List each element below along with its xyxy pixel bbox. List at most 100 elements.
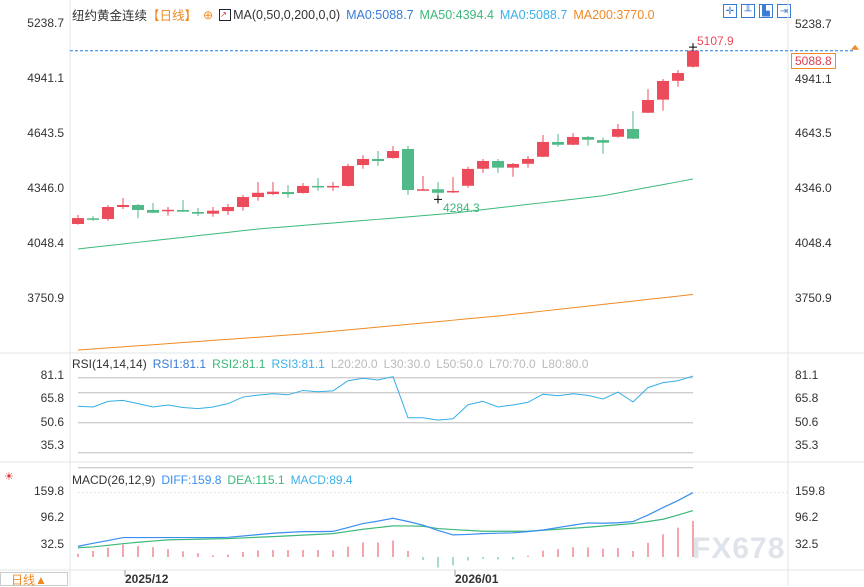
left-axis-tick: 5238.7 <box>27 16 64 30</box>
candle-body <box>417 189 429 191</box>
rsi-tick: 50.6 <box>40 415 64 429</box>
candle-body <box>357 158 369 166</box>
candle-body <box>102 207 114 220</box>
ma200-line <box>77 293 694 351</box>
candle-body <box>177 209 189 212</box>
ma200-value: MA200:3770.0 <box>573 7 655 22</box>
rsi2-value: RSI2:81.1 <box>212 357 266 371</box>
candle-body <box>72 218 84 225</box>
dea-value: DEA:115.1 <box>227 473 285 487</box>
candle-body <box>612 129 624 137</box>
candle-body <box>462 168 474 186</box>
x-axis-tick: 2026/01 <box>455 572 499 586</box>
symbol-name: 纽约黄金连续 <box>72 9 148 23</box>
right-axis-tick: 4941.1 <box>795 72 832 86</box>
dea-line <box>77 510 694 549</box>
left-axis-tick: 4643.5 <box>27 126 64 140</box>
right-axis-tick: 4346.0 <box>795 181 832 195</box>
low-price-label: 4284.3 <box>443 201 480 215</box>
candle-body <box>537 141 549 157</box>
period-label[interactable]: 【日线】 <box>147 9 198 23</box>
right-axis-tick: 3750.9 <box>795 291 832 305</box>
candle-body <box>162 209 174 212</box>
macd-tick-right: 159.8 <box>795 484 826 498</box>
macd-settings-icon[interactable]: ☀ <box>4 471 14 483</box>
rsi-l70: L70:70.0 <box>489 357 536 371</box>
rsi-tick-right: 81.1 <box>795 368 819 382</box>
candle-body <box>282 192 294 195</box>
candle-body <box>447 190 459 193</box>
rsi1-value: RSI1:81.1 <box>152 357 207 371</box>
candle-body <box>87 218 99 220</box>
last-price-arrow-icon <box>851 44 859 50</box>
candle-body <box>372 158 384 161</box>
right-axis-tick: 5238.7 <box>795 17 832 31</box>
period-button[interactable]: 日线▲ <box>0 572 68 587</box>
candle-body <box>492 160 504 168</box>
candle-body <box>327 185 339 188</box>
bar-chart-icon[interactable]: ╨ <box>741 4 755 18</box>
candle-body <box>552 141 564 145</box>
ma50-value: MA50:4394.4 <box>419 7 494 22</box>
candle-body <box>237 197 249 208</box>
ma-params[interactable]: MA(0,50,0,200,0,0) <box>233 7 341 22</box>
candle-body <box>267 191 279 195</box>
last-price-label: 5088.8 <box>791 53 836 69</box>
candle-body <box>642 100 654 113</box>
candle-body <box>147 209 159 213</box>
diff-line <box>77 492 694 547</box>
left-axis-tick: 4346.0 <box>27 181 64 195</box>
candle-body <box>192 212 204 214</box>
settings-icon[interactable]: ⊕ <box>203 7 214 22</box>
rsi-legend: RSI(14,14,14) RSI1:81.1 RSI2:81.1 RSI3:8… <box>72 357 588 371</box>
rsi3-value: RSI3:81.1 <box>271 357 325 371</box>
diff-value: DIFF:159.8 <box>161 473 222 487</box>
candle-body <box>627 129 639 139</box>
candle-body <box>507 163 519 168</box>
candle-body <box>597 140 609 143</box>
rsi-tick: 65.8 <box>40 391 64 405</box>
arrow-right-icon[interactable]: ⇥ <box>777 4 791 18</box>
indicator-icon[interactable]: ↗ <box>219 8 232 21</box>
macd-tick: 32.5 <box>40 537 64 551</box>
rsi-l50: L50:50.0 <box>436 357 483 371</box>
candle-body <box>582 136 594 140</box>
candle-body <box>132 204 144 210</box>
ma0-value: MA0:5088.7 <box>346 7 414 22</box>
rsi-tick: 81.1 <box>40 368 64 382</box>
left-axis-tick: 4941.1 <box>27 71 64 85</box>
chart-header: 纽约黄金连续 【日线】 ⊕ ↗ MA(0,50,0,200,0,0) MA0:5… <box>72 5 655 24</box>
candle-body <box>672 73 684 81</box>
crosshair-icon[interactable]: ✛ <box>723 4 737 18</box>
left-axis-tick: 3750.9 <box>27 291 64 305</box>
rsi-l20: L20:20.0 <box>330 357 378 371</box>
high-price-label: 5107.9 <box>697 34 734 48</box>
rsi-l30: L30:30.0 <box>383 357 431 371</box>
candle-body <box>402 148 414 191</box>
watermark-logo: FX678 <box>692 532 786 565</box>
candle-body <box>342 165 354 186</box>
candle-body <box>312 185 324 188</box>
candle-body <box>432 189 444 193</box>
candle-body <box>687 50 699 67</box>
candle-body <box>252 192 264 198</box>
right-axis-tick: 4048.4 <box>795 236 832 250</box>
candle-icon[interactable]: ▙ <box>759 4 773 18</box>
candle-body <box>522 158 534 164</box>
rsi-tick-right: 50.6 <box>795 415 819 429</box>
left-axis-tick: 4048.4 <box>27 236 64 250</box>
candle-body <box>297 185 309 193</box>
low-marker-icon <box>434 195 442 204</box>
macd-tick-right: 96.2 <box>795 510 819 524</box>
rsi-tick-right: 35.3 <box>795 438 819 452</box>
macd-tick-right: 32.5 <box>795 537 819 551</box>
macd-title: MACD(26,12,9) <box>72 473 156 487</box>
rsi-tick: 35.3 <box>40 438 64 452</box>
candle-body <box>222 207 234 212</box>
candle-body <box>387 151 399 159</box>
high-marker-icon <box>689 43 697 52</box>
macd-tick: 159.8 <box>33 484 64 498</box>
macd-legend: MACD(26,12,9) DIFF:159.8 DEA:115.1 MACD:… <box>72 473 353 487</box>
candle-body <box>477 160 489 169</box>
